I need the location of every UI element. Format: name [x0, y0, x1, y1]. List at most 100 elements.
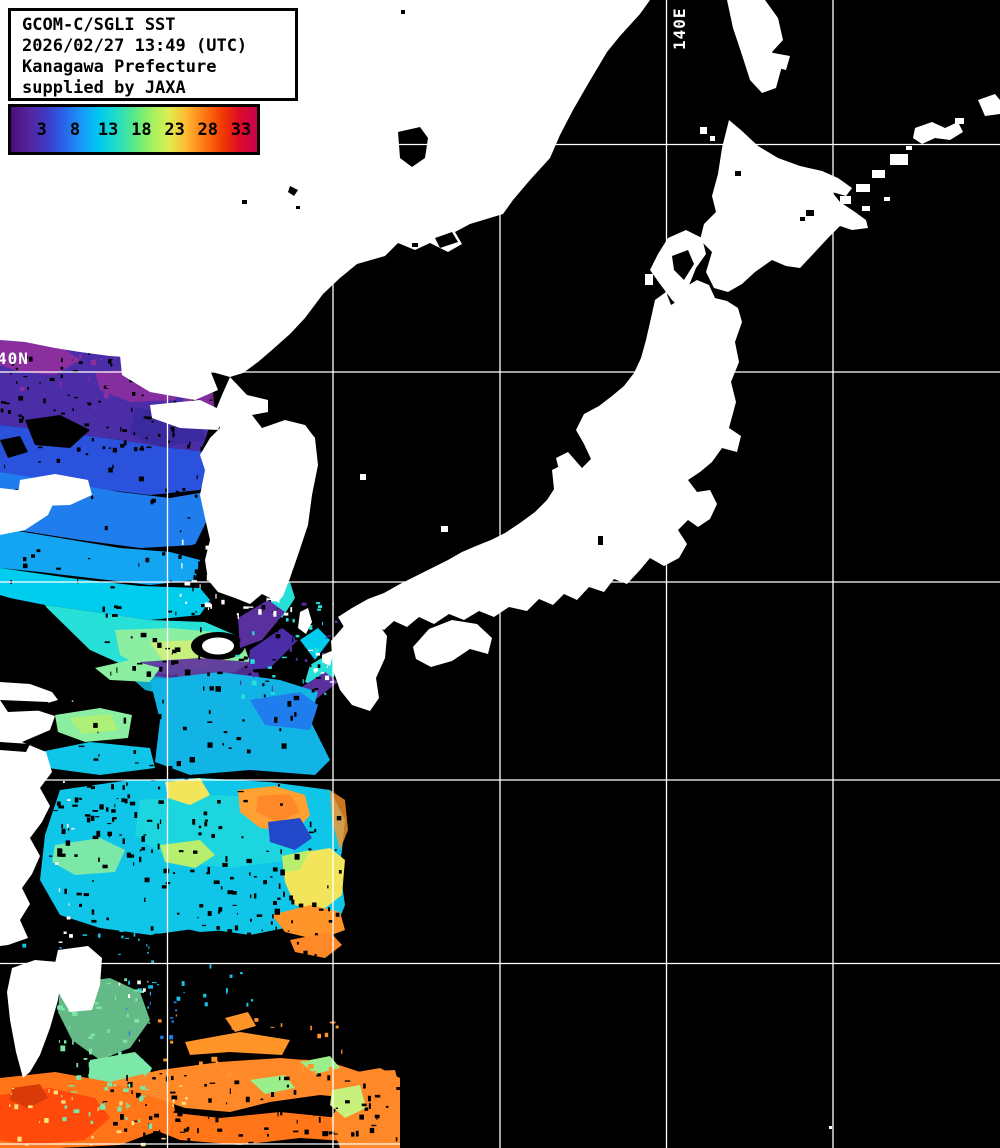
- map-shape: [122, 429, 127, 432]
- map-shape: [281, 656, 287, 659]
- map-shape: [275, 926, 277, 931]
- map-shape: [48, 1089, 50, 1093]
- map-shape: [152, 1077, 156, 1080]
- map-shape: [278, 883, 281, 889]
- map-shape: [325, 709, 332, 711]
- map-shape: [71, 1097, 73, 1101]
- map-shape: [106, 426, 109, 429]
- hokkaido-lake: [800, 217, 805, 221]
- map-shape: [913, 122, 963, 144]
- map-shape: [217, 671, 223, 675]
- map-shape: [266, 597, 268, 602]
- map-shape: [146, 943, 148, 947]
- map-shape: [197, 916, 199, 919]
- map-shape: [282, 850, 310, 872]
- map-shape: [130, 1053, 134, 1055]
- map-shape: [61, 1095, 63, 1098]
- ulleung-island: [360, 474, 366, 480]
- map-shape: [325, 738, 328, 743]
- map-shape: [127, 794, 131, 799]
- map-shape: [95, 1006, 102, 1009]
- map-shape: [111, 784, 114, 790]
- map-shape: [131, 903, 133, 906]
- map-shape: [118, 1051, 122, 1056]
- map-shape: [175, 1120, 181, 1122]
- map-shape: [201, 924, 207, 927]
- kyushu: [331, 617, 387, 711]
- map-shape: [95, 406, 97, 410]
- map-shape: [108, 359, 112, 364]
- map-shape: [181, 539, 184, 545]
- map-shape: [221, 599, 225, 605]
- map-shape: [323, 740, 326, 745]
- map-shape: [126, 1102, 128, 1109]
- map-shape: [277, 784, 280, 787]
- map-shape: [169, 1035, 174, 1040]
- map-shape: [90, 815, 95, 821]
- map-shape: [182, 726, 187, 731]
- map-shape: [136, 1092, 141, 1098]
- map-shape: [191, 612, 195, 616]
- map-shape: [314, 647, 317, 649]
- map-shape: [129, 801, 136, 806]
- colorbar-tick: 13: [97, 119, 119, 140]
- map-shape: [175, 1118, 181, 1121]
- map-shape: [280, 849, 282, 854]
- map-shape: [88, 1061, 95, 1068]
- map-shape: [194, 494, 198, 498]
- map-shape: [66, 824, 69, 828]
- map-shape: [110, 1054, 112, 1056]
- map-shape: [183, 1075, 187, 1077]
- map-shape: [274, 930, 278, 934]
- map-shape: [57, 1005, 63, 1010]
- map-shape: [232, 904, 237, 906]
- map-shape: [239, 680, 242, 685]
- map-shape: [218, 907, 223, 912]
- map-shape: [18, 414, 22, 417]
- map-shape: [248, 770, 252, 774]
- map-shape: [117, 1106, 122, 1112]
- map-shape: [275, 625, 279, 627]
- map-shape: [174, 1009, 178, 1012]
- map-shape: [99, 804, 104, 810]
- map-shape: [955, 118, 964, 124]
- map-shape: [334, 849, 337, 851]
- map-shape: [152, 638, 158, 643]
- map-shape: [204, 821, 208, 827]
- map-shape: [199, 1061, 203, 1067]
- map-shape: [88, 1111, 91, 1117]
- rebun-island: [710, 136, 715, 141]
- map-shape: [253, 876, 257, 878]
- map-shape: [323, 612, 325, 616]
- map-shape: [96, 398, 98, 400]
- map-shape: [242, 719, 245, 722]
- map-shape: [72, 1040, 74, 1045]
- map-shape: [334, 620, 338, 623]
- colorbar-tick: 18: [131, 119, 152, 140]
- yangtze-estuary: [0, 700, 52, 712]
- map-shape: [312, 1070, 316, 1076]
- map-shape: [187, 444, 190, 449]
- map-shape: [149, 764, 154, 767]
- map-shape: [270, 629, 273, 632]
- map-shape: [276, 609, 281, 611]
- map-shape: [123, 717, 127, 724]
- map-shape: [884, 197, 890, 201]
- map-shape: [129, 379, 134, 383]
- map-shape: [157, 786, 161, 790]
- map-shape: [157, 1019, 162, 1023]
- map-shape: [217, 946, 220, 950]
- map-shape: [126, 1008, 128, 1010]
- map-shape: [198, 491, 203, 493]
- map-shape: [144, 897, 146, 902]
- map-shape: [9, 1104, 11, 1107]
- map-shape: [84, 423, 89, 427]
- map-shape: [248, 1041, 252, 1048]
- oki-islands: [441, 526, 448, 532]
- map-shape: [215, 933, 219, 936]
- map-shape: [16, 381, 18, 384]
- map-shape: [216, 926, 220, 930]
- map-shape: [209, 1082, 216, 1084]
- map-shape: [172, 1099, 175, 1103]
